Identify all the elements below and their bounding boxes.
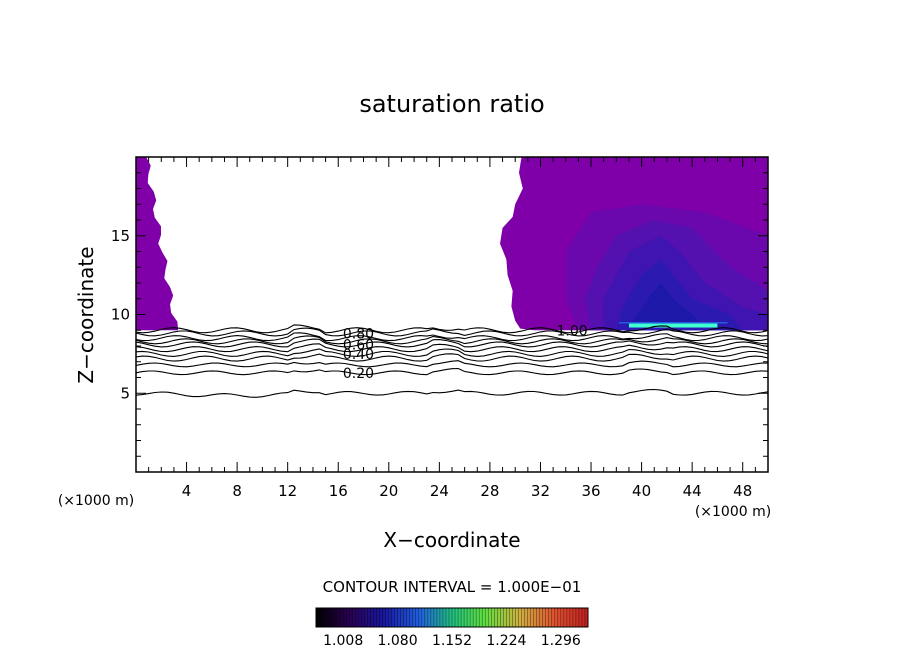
contour-line (136, 353, 768, 362)
x-tick-label: 16 (329, 482, 348, 500)
contour-label: 0.60 (343, 337, 374, 353)
contour-line (136, 332, 768, 342)
x-axis-unit-right: (×1000 m) (695, 504, 771, 520)
y-axis-label: Z−coordinate (74, 246, 98, 383)
contour-line (136, 327, 768, 337)
peak-band-edge (618, 322, 728, 324)
contour-label: 0.20 (343, 366, 374, 382)
contour-line (136, 338, 768, 348)
y-tick-label: 15 (111, 227, 130, 245)
contour-line (136, 335, 768, 345)
colorbar-tick-label: 1.224 (486, 633, 526, 649)
contour-line (136, 343, 768, 353)
x-tick-label: 40 (632, 482, 651, 500)
x-tick-label: 24 (430, 482, 449, 500)
x-tick-label: 36 (581, 482, 600, 500)
colorbar-tick-label: 1.080 (378, 633, 418, 649)
x-tick-label: 44 (683, 482, 702, 500)
contour-line (136, 348, 768, 357)
x-tick-label: 20 (379, 482, 398, 500)
shaded-region-left (136, 157, 179, 331)
plot-area (136, 157, 768, 398)
x-axis-label: X−coordinate (383, 528, 520, 552)
shade-layer-5 (628, 283, 705, 328)
colorbar-tick-label: 1.152 (432, 633, 472, 649)
x-tick-label: 4 (182, 482, 192, 500)
contour-label: 0.80 (343, 326, 374, 342)
contour-interval-label: CONTOUR INTERVAL = 1.000E−01 (323, 578, 582, 596)
x-tick-label: 8 (232, 482, 242, 500)
colorbar-tick-label: 1.296 (541, 633, 581, 649)
contour-line (136, 388, 768, 398)
chart-title: saturation ratio (359, 90, 544, 118)
y-tick-label: 10 (111, 306, 130, 324)
colorbar-tick-label: 1.008 (323, 633, 363, 649)
contour-line (136, 324, 768, 334)
y-tick-label: 5 (120, 384, 130, 402)
contour-label: 1.00 (556, 323, 587, 339)
x-tick-label: 32 (531, 482, 550, 500)
peak-band (628, 323, 718, 328)
contour-label: 0.40 (343, 347, 374, 363)
x-tick-label: 12 (278, 482, 297, 500)
x-axis-unit-left: (×1000 m) (58, 493, 134, 509)
contour-line (136, 360, 768, 368)
x-tick-label: 48 (733, 482, 752, 500)
x-tick-label: 28 (480, 482, 499, 500)
contour-line (136, 367, 768, 376)
